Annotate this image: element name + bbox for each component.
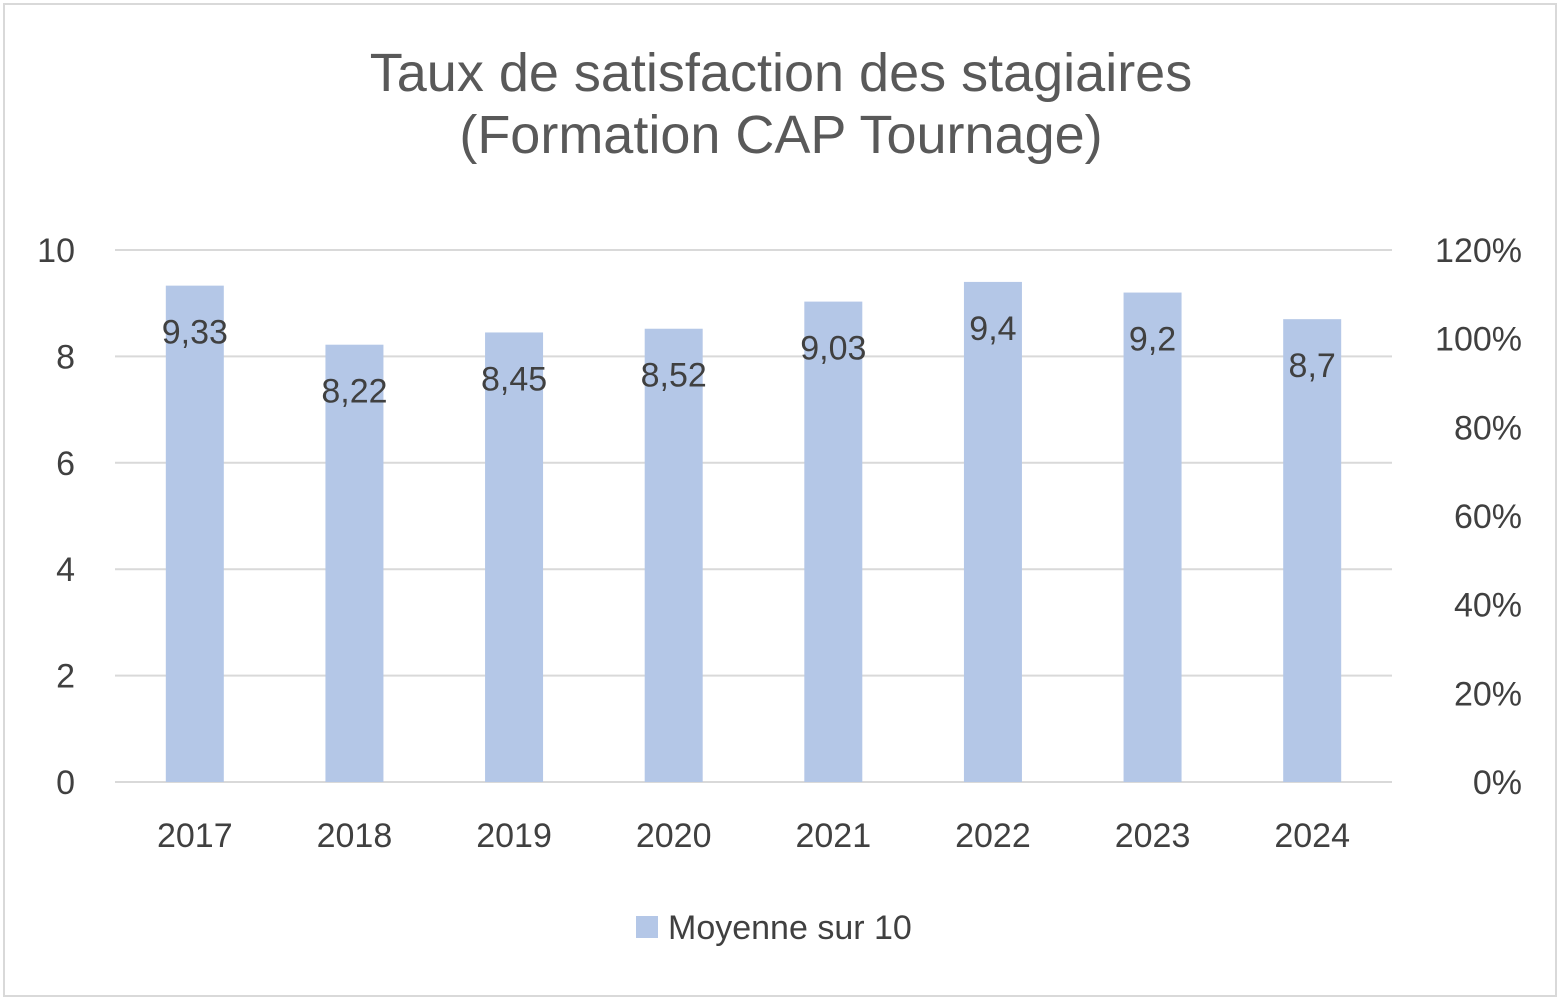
data-labels: 9,33 8,22 8,45 8,52 9,03 9,4 9,2 8,7 <box>162 310 1336 411</box>
bar-2022 <box>963 281 1022 782</box>
legend-swatch-moyenne <box>636 916 658 938</box>
y-tick-label: 2 <box>56 658 75 696</box>
x-tick-label-2024: 2024 <box>1274 817 1350 855</box>
y2-tick-label: 120% <box>1435 232 1522 270</box>
y2-tick-label: 100% <box>1435 321 1522 359</box>
gridlines <box>115 249 1392 783</box>
bar-2017 <box>165 285 224 782</box>
y2-tick-label: 40% <box>1454 587 1522 625</box>
data-label-2020: 8,52 <box>641 357 707 395</box>
data-label-2021: 9,03 <box>800 330 866 368</box>
x-axis: 2017 2018 2019 2020 2021 2022 2023 2024 <box>157 817 1350 855</box>
data-label-2019: 8,45 <box>481 360 547 398</box>
x-tick-label-2021: 2021 <box>795 817 871 855</box>
bar-2021 <box>804 301 863 782</box>
y-tick-label: 0 <box>56 764 75 802</box>
x-tick-label-2019: 2019 <box>476 817 552 855</box>
y2-tick-label: 80% <box>1454 409 1522 447</box>
bar-2020 <box>644 328 703 782</box>
x-tick-label-2018: 2018 <box>317 817 393 855</box>
data-label-2022: 9,4 <box>969 310 1016 348</box>
y-tick-label: 6 <box>56 445 75 483</box>
bar-2024 <box>1283 319 1342 782</box>
x-tick-label-2023: 2023 <box>1115 817 1191 855</box>
y2-tick-label: 60% <box>1454 498 1522 536</box>
y2-tick-label: 20% <box>1454 675 1522 713</box>
data-label-2017: 9,33 <box>162 314 228 352</box>
bar-2019 <box>485 332 544 782</box>
data-label-2023: 9,2 <box>1129 321 1176 359</box>
y2-tick-label: 0% <box>1473 764 1522 802</box>
y-axis-right: 0% 20% 40% 60% 80% 100% 120% <box>1435 232 1522 802</box>
bar-2018 <box>325 344 384 782</box>
data-label-2024: 8,7 <box>1289 347 1336 385</box>
bars <box>165 281 1342 782</box>
x-tick-label-2017: 2017 <box>157 817 233 855</box>
data-label-2018: 8,22 <box>321 373 387 411</box>
chart-title-line1: Taux de satisfaction des stagiaires <box>369 43 1193 103</box>
y-tick-label: 8 <box>56 338 75 376</box>
x-tick-label-2022: 2022 <box>955 817 1031 855</box>
y-tick-label: 4 <box>56 551 75 589</box>
chart-subtitle: (Formation CAP Tournage) <box>459 105 1103 165</box>
x-tick-label-2020: 2020 <box>636 817 712 855</box>
bar-2023 <box>1123 292 1182 782</box>
chart-title: Taux de satisfaction des stagiaires (For… <box>0 42 1562 166</box>
y-tick-label: 10 <box>37 232 75 270</box>
y-axis-left: 0 2 4 6 8 10 <box>37 232 75 802</box>
legend-label-moyenne: Moyenne sur 10 <box>668 909 912 947</box>
legend: Moyenne sur 10 <box>636 909 912 947</box>
